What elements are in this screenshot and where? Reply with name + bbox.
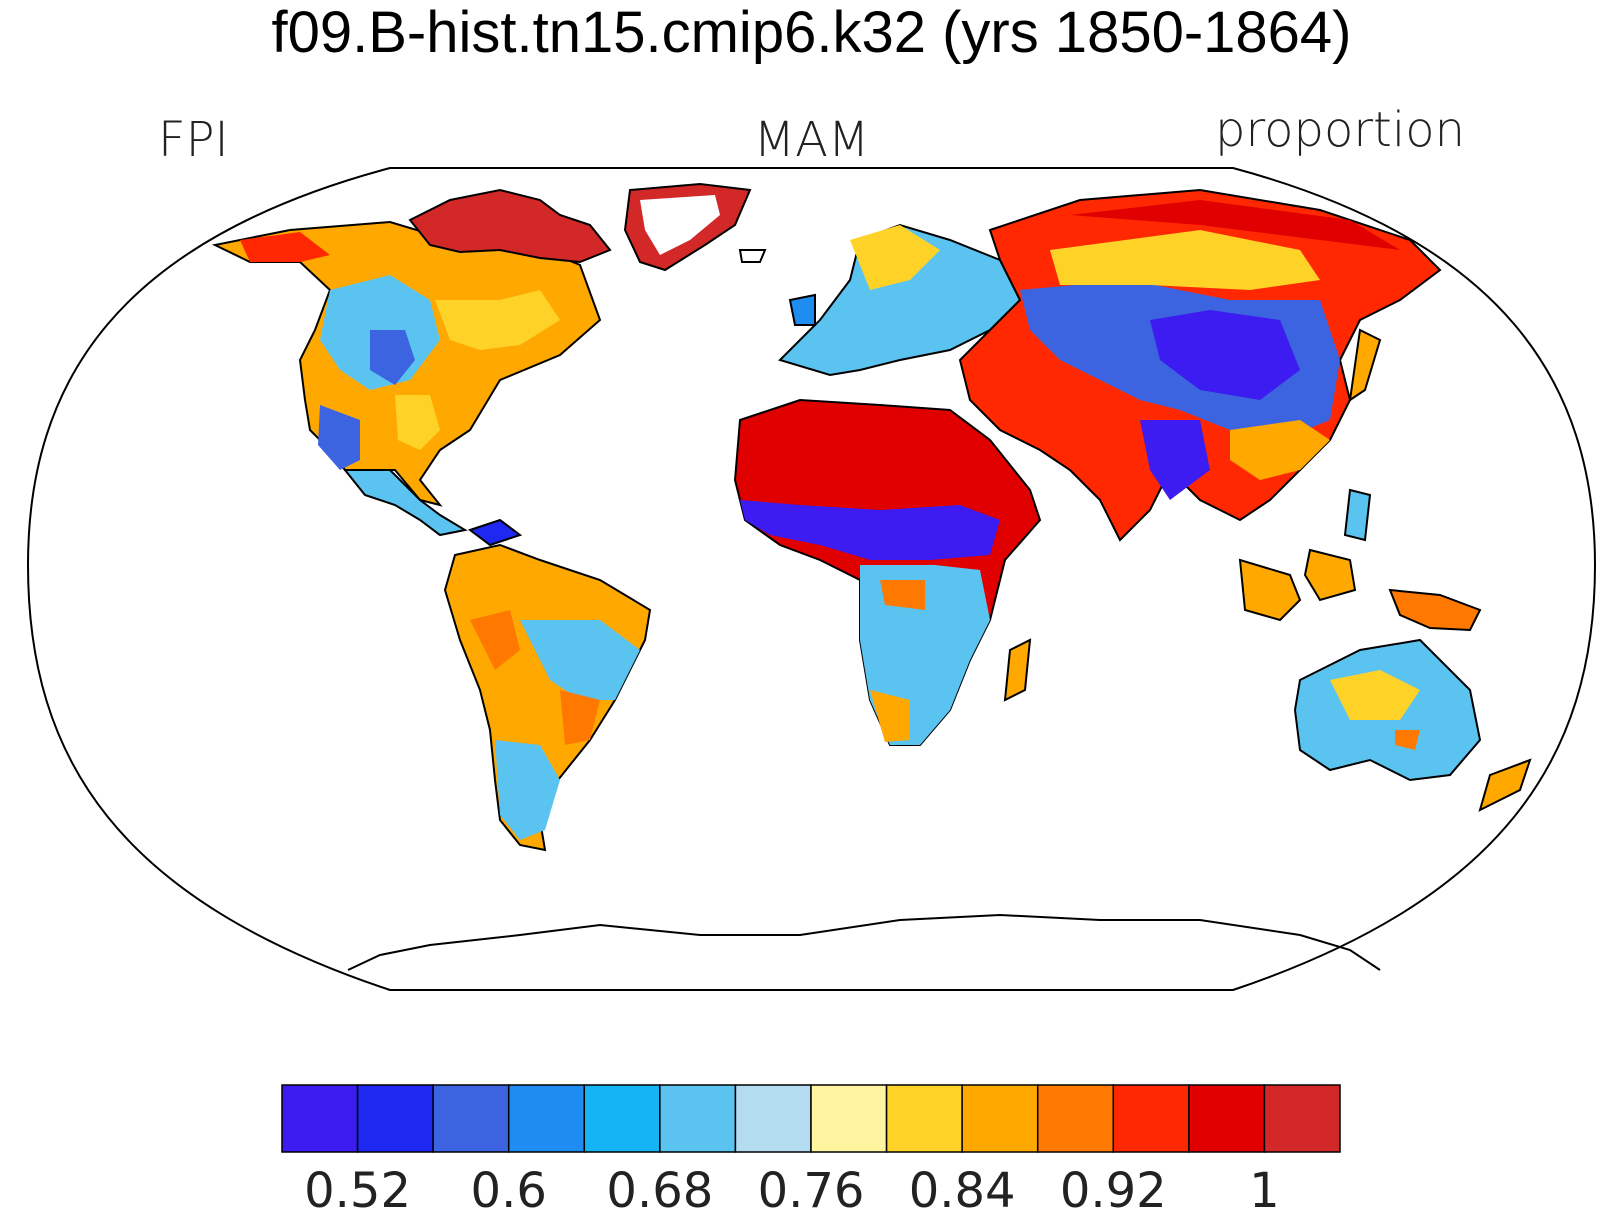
colorbar-tick-label: 1	[1249, 1163, 1280, 1212]
season-label: MAM	[753, 112, 870, 168]
colorbar-swatch	[961, 1084, 1039, 1153]
colorbar-tick-label: 0.68	[606, 1163, 713, 1212]
colorbar-tick-label: 0.52	[304, 1163, 411, 1212]
colorbar-swatch	[583, 1084, 661, 1153]
colorbar-swatch	[432, 1084, 510, 1153]
colorbar-swatch	[885, 1084, 963, 1153]
colorbar-tick-label: 0.92	[1060, 1163, 1167, 1212]
colorbar-tick-label: 0.6	[471, 1163, 547, 1212]
colorbar-tick-label: 0.76	[758, 1163, 865, 1212]
colorbar-tick-labels: 0.52 0.6 0.68 0.76 0.84 0.92 1	[304, 1163, 1280, 1212]
asia	[958, 188, 1442, 542]
colorbar-swatch	[356, 1084, 434, 1153]
colorbar-swatch	[1263, 1084, 1341, 1153]
europe	[778, 223, 1022, 377]
map-title: f09.B-hist.tn15.cmip6.k32 (yrs 1850-1864…	[271, 0, 1352, 65]
colorbar-swatches	[281, 1084, 1341, 1153]
arctic-canada-greenland	[408, 182, 767, 272]
colorbar-swatch	[507, 1084, 586, 1153]
colorbar-tick-label: 0.84	[909, 1163, 1016, 1212]
variable-label: FPI	[158, 112, 229, 168]
antarctica-coastline	[347, 913, 1381, 971]
australia	[1293, 638, 1532, 812]
africa	[733, 398, 1042, 746]
colorbar-swatch	[734, 1084, 812, 1153]
maritime-southeast-asia	[1238, 488, 1482, 632]
north-america	[211, 220, 602, 547]
colorbar-swatch	[1036, 1084, 1115, 1153]
units-label: proportion	[1214, 102, 1465, 158]
colorbar-swatch	[810, 1084, 888, 1153]
south-america	[443, 543, 652, 852]
colorbar-swatch	[1112, 1084, 1190, 1153]
colorbar-swatch	[1188, 1084, 1266, 1153]
colorbar-swatch	[659, 1084, 737, 1153]
colorbar-swatch	[281, 1084, 359, 1153]
